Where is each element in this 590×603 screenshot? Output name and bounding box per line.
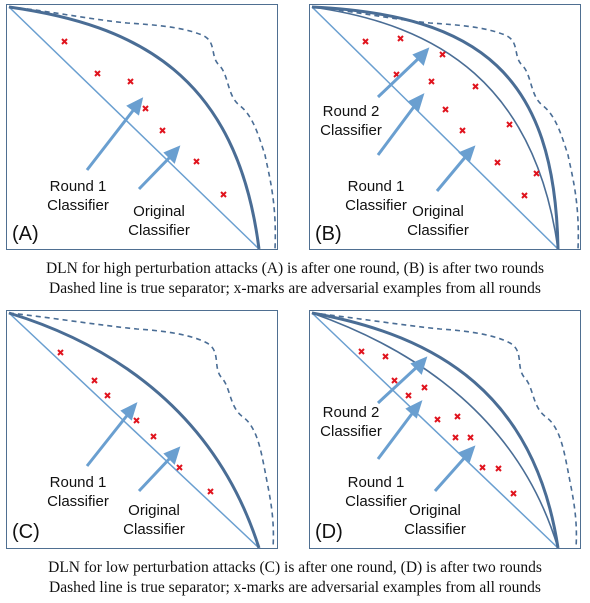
panel-a-diagram xyxy=(8,5,277,250)
panel-label: (D) xyxy=(315,521,343,543)
true-separator xyxy=(311,312,578,549)
original-classifier-line xyxy=(8,6,260,250)
caption-high-line1: DLN for high perturbation attacks (A) is… xyxy=(45,260,544,277)
original-classifier-label: Original Classifier xyxy=(128,203,190,239)
round1-classifier-curve xyxy=(8,5,261,250)
original-classifier-label: Original Classifier xyxy=(404,502,466,538)
panel-b: (B) Round 2 Classifier Round 1 Classifie… xyxy=(309,4,581,250)
panel-d-diagram xyxy=(311,311,578,549)
caption-high-line2: Dashed line is true separator; x-marks a… xyxy=(49,280,541,297)
arrows xyxy=(85,402,181,493)
panel-b-diagram xyxy=(311,5,580,250)
round1-classifier-curve xyxy=(311,312,559,549)
adversarial-markers xyxy=(57,349,214,495)
round2-classifier-curve xyxy=(311,5,560,250)
panel-label: (C) xyxy=(12,521,40,543)
panel-d: (D) Round 2 Classifier Round 1 Classifie… xyxy=(309,310,581,549)
round1-classifier-label: Round 1 Classifier xyxy=(47,178,109,214)
original-classifier-label: Original Classifier xyxy=(123,502,185,538)
round2-classifier-curve xyxy=(311,311,560,549)
true-separator xyxy=(311,6,580,250)
panel-label: (B) xyxy=(315,223,342,245)
round1-classifier-label: Round 1 Classifier xyxy=(47,474,109,510)
panel-c-diagram xyxy=(8,311,275,549)
round1-classifier-label: Round 1 Classifier xyxy=(345,178,407,214)
panel-a: (A) Round 1 Classifier Original Classifi… xyxy=(6,4,278,250)
round1-classifier-curve xyxy=(8,311,261,549)
round2-classifier-label: Round 2 Classifier xyxy=(320,404,382,440)
arrows xyxy=(376,356,476,492)
panel-c: (C) Round 1 Classifier Original Classifi… xyxy=(6,310,278,549)
adversarial-markers xyxy=(61,38,227,198)
round2-classifier-label: Round 2 Classifier xyxy=(320,103,382,139)
adversarial-markers xyxy=(358,348,517,497)
original-classifier-line xyxy=(8,312,260,549)
original-classifier-line xyxy=(311,6,559,250)
round1-classifier-label: Round 1 Classifier xyxy=(345,474,407,510)
original-classifier-line xyxy=(311,312,559,549)
caption-low-line1: DLN for low perturbation attacks (C) is … xyxy=(48,559,542,576)
round1-classifier-curve xyxy=(311,6,559,250)
arrows xyxy=(85,97,181,191)
true-separator xyxy=(8,6,277,250)
panel-label: (A) xyxy=(12,223,39,245)
original-classifier-label: Original Classifier xyxy=(407,203,469,239)
arrows xyxy=(376,47,476,192)
true-separator xyxy=(8,312,275,549)
caption-low-line2: Dashed line is true separator; x-marks a… xyxy=(49,579,541,596)
adversarial-markers xyxy=(362,35,540,199)
